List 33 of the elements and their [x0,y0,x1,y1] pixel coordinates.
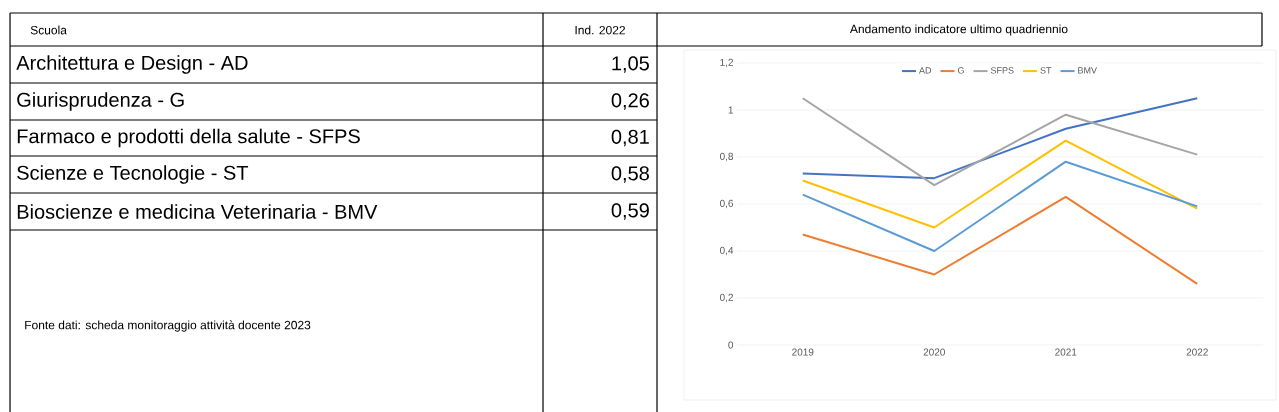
y-tick-label: 0 [728,341,734,349]
text: Scienze e Tecnologie - ST [17,165,249,184]
legend-label: ST [1040,67,1052,74]
x-tick-label: 2020 [923,348,945,356]
text: Scuola [30,25,67,35]
y-tick-label: 0,8 [719,152,734,162]
x-tick-label: 2021 [1055,348,1077,356]
legend-label: BMV [1078,67,1097,74]
text: Architettura e Design - AD [16,55,248,74]
line-series [801,139,1199,229]
line-series [801,195,1199,285]
y-tick-label: 1,2 [720,58,733,68]
y-tick-label: 1 [728,106,733,114]
text: 0,59 [611,203,649,220]
text: Bioscienze e medicina Veterinaria - BMV [17,204,378,219]
text: 1,05 [612,56,649,73]
legend-label: G [957,67,964,74]
legend-label: AD [919,67,932,74]
text: 0,26 [611,93,649,110]
x-tick-label: 2019 [792,348,814,356]
y-tick-label: 0,4 [719,246,734,256]
legend-label: SFPS [990,67,1014,74]
y-tick-label: 0,2 [719,293,733,303]
text: Giurisprudenza - G [17,92,184,111]
line-series [801,160,1199,252]
chart-title: Andamento indicatore ultimo quadriennio [849,24,1068,36]
text: Farmaco e prodotti della salute - SFPS [17,128,360,148]
source-note: Fonte dati: scheda monitoraggio attività docente 2023 [25,320,311,332]
text: Ind. 2022 [575,25,625,35]
text: 0,81 [611,129,649,147]
x-tick-label: 2022 [1186,348,1208,356]
text: 0,58 [611,166,649,183]
y-tick-label: 0,6 [719,199,734,209]
